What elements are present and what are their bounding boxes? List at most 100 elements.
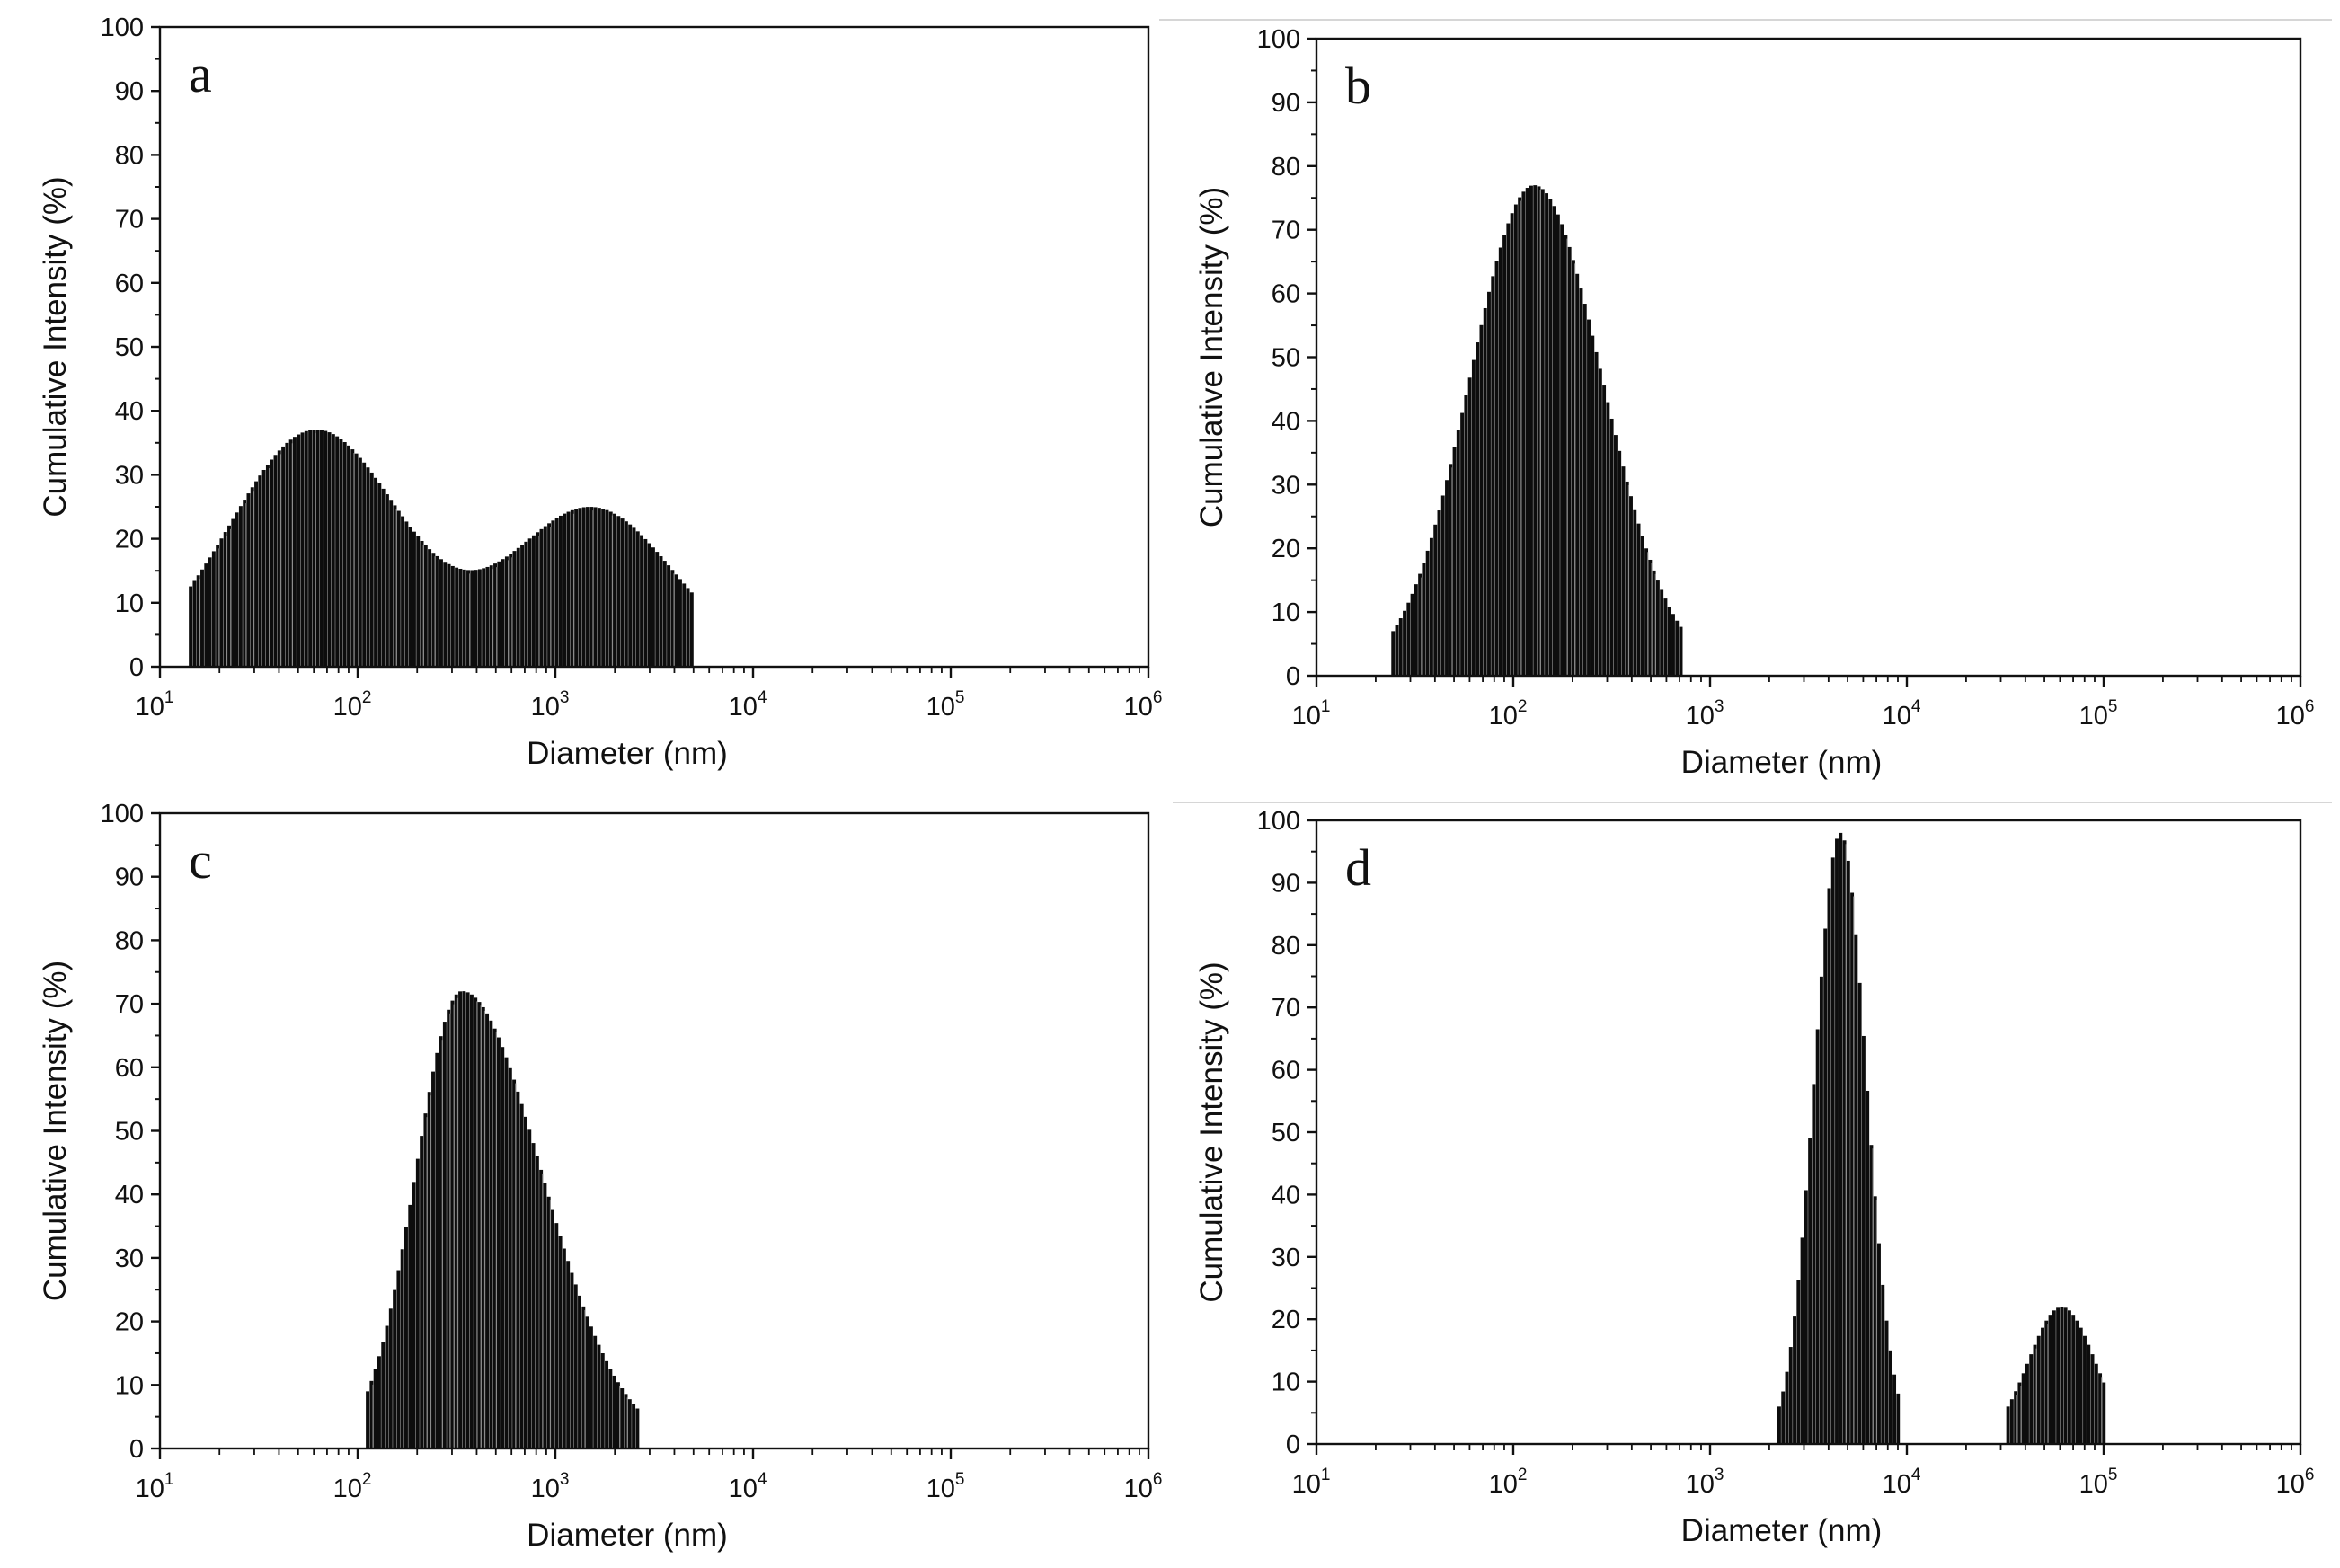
histogram-bar bbox=[1816, 1029, 1820, 1444]
chart-panel-a: 0102030405060708090100101 102 103 104 105 106… bbox=[38, 13, 1162, 771]
histogram-bar bbox=[489, 1021, 492, 1448]
x-tick-label: 102 bbox=[333, 688, 372, 722]
histogram-bar bbox=[1781, 1392, 1785, 1444]
histogram-bar bbox=[605, 510, 608, 667]
histogram-bar bbox=[247, 493, 251, 667]
histogram-bar bbox=[359, 458, 362, 667]
y-tick-label: 100 bbox=[1257, 807, 1300, 836]
histogram-bar bbox=[582, 507, 586, 667]
histogram-bar bbox=[524, 1117, 527, 1448]
histogram-bar bbox=[501, 1047, 504, 1448]
histogram-bar bbox=[1479, 325, 1483, 676]
histogram-bar bbox=[1835, 838, 1839, 1444]
histogram-bar-highlight bbox=[292, 443, 293, 667]
panel-label: b bbox=[1345, 57, 1371, 115]
y-tick-label: 0 bbox=[129, 1435, 144, 1464]
histogram-bar bbox=[640, 536, 643, 667]
histogram-bar bbox=[690, 592, 694, 667]
y-axis-title: Cumulative Intensity (%) bbox=[38, 176, 73, 517]
histogram-bar bbox=[1862, 1036, 1866, 1444]
histogram-bar bbox=[544, 527, 547, 667]
histogram-bar bbox=[643, 539, 647, 667]
histogram-bar bbox=[1591, 336, 1594, 676]
histogram-bar bbox=[1789, 1347, 1793, 1444]
histogram-bar bbox=[660, 556, 663, 667]
y-axis-title: Cumulative Intensity (%) bbox=[1194, 187, 1229, 527]
histogram-bar bbox=[2087, 1345, 2090, 1444]
y-tick-label: 50 bbox=[115, 333, 144, 362]
panel-label: d bbox=[1345, 838, 1371, 897]
panel-label: a bbox=[189, 45, 212, 103]
histogram-bar bbox=[1663, 598, 1667, 676]
histogram-bar bbox=[431, 1072, 435, 1448]
histogram-bar bbox=[1472, 360, 1476, 676]
histogram-bar bbox=[633, 527, 636, 667]
histogram-bar bbox=[1529, 186, 1533, 676]
x-tick-label: 104 bbox=[1883, 697, 1921, 731]
x-tick-label: 105 bbox=[2079, 697, 2118, 731]
histogram-bar bbox=[513, 551, 517, 667]
y-tick-label: 30 bbox=[1272, 1244, 1300, 1272]
histogram-bar bbox=[608, 1369, 612, 1448]
histogram-bar bbox=[1618, 451, 1621, 676]
histogram-bar-highlight bbox=[435, 556, 436, 667]
histogram-bar bbox=[594, 507, 598, 667]
histogram-bar-highlight bbox=[481, 1005, 482, 1448]
histogram-bar bbox=[632, 1404, 635, 1448]
histogram-bar bbox=[1808, 1138, 1812, 1444]
histogram-bar bbox=[2022, 1373, 2025, 1444]
histogram-bar bbox=[532, 1143, 536, 1448]
x-axis-title: Diameter (nm) bbox=[1681, 745, 1883, 780]
y-axis-title: Cumulative Intensity (%) bbox=[38, 961, 73, 1301]
x-tick-label: 106 bbox=[2276, 697, 2315, 731]
histogram-bar-highlight bbox=[627, 1397, 628, 1448]
histogram-bar bbox=[1514, 205, 1518, 676]
histogram-bar bbox=[559, 516, 563, 667]
y-tick-label: 50 bbox=[115, 1118, 144, 1147]
histogram-bar-highlight bbox=[245, 503, 246, 667]
histogram-bar bbox=[1457, 430, 1460, 676]
y-tick-label: 60 bbox=[115, 1054, 144, 1083]
y-tick-label: 30 bbox=[1272, 471, 1300, 500]
histogram-bar bbox=[1548, 199, 1552, 676]
y-tick-label: 100 bbox=[101, 13, 144, 42]
y-tick-label: 10 bbox=[1272, 598, 1300, 627]
histogram-bar-highlight bbox=[496, 567, 497, 667]
histogram-bar bbox=[1804, 1190, 1808, 1444]
histogram-bar bbox=[1866, 1091, 1869, 1444]
histogram-bar-highlight bbox=[199, 579, 200, 667]
histogram-bar-highlight bbox=[484, 1011, 485, 1448]
y-axis-title: Cumulative Intensity (%) bbox=[1194, 961, 1229, 1302]
histogram-bar bbox=[274, 455, 278, 667]
histogram-bar bbox=[1839, 833, 1842, 1444]
histogram-bar bbox=[1396, 625, 1399, 676]
histogram-bar bbox=[517, 548, 520, 667]
y-tick-label: 30 bbox=[115, 461, 144, 490]
histogram-bar bbox=[1877, 1244, 1881, 1444]
histogram-bar bbox=[239, 506, 243, 667]
histogram-bar-highlight bbox=[511, 557, 512, 667]
histogram-bar bbox=[212, 551, 216, 667]
x-tick-label: 102 bbox=[1489, 697, 1528, 731]
histogram-bar-highlight bbox=[1628, 485, 1629, 676]
histogram-bar bbox=[485, 567, 489, 667]
histogram-bar bbox=[687, 588, 690, 667]
histogram-bar bbox=[1414, 584, 1418, 676]
histogram-bar bbox=[1641, 536, 1644, 676]
histogram-bar bbox=[366, 467, 369, 667]
histogram-bar bbox=[1580, 288, 1583, 676]
x-tick-label: 105 bbox=[926, 1470, 965, 1503]
histogram-bar bbox=[1541, 189, 1545, 676]
plot-frame bbox=[1316, 39, 2300, 676]
histogram-bar bbox=[536, 1156, 539, 1448]
histogram-bar-highlight bbox=[1451, 467, 1452, 676]
histogram-bar bbox=[601, 1353, 605, 1448]
histogram-bar bbox=[2025, 1364, 2029, 1444]
y-tick-label: 0 bbox=[129, 653, 144, 682]
y-tick-label: 40 bbox=[115, 397, 144, 426]
histogram-bar bbox=[2060, 1307, 2063, 1444]
histogram-bar bbox=[404, 1227, 408, 1448]
histogram-bar bbox=[420, 1136, 423, 1448]
histogram-bar bbox=[1575, 274, 1579, 676]
histogram-bar bbox=[1399, 618, 1403, 676]
